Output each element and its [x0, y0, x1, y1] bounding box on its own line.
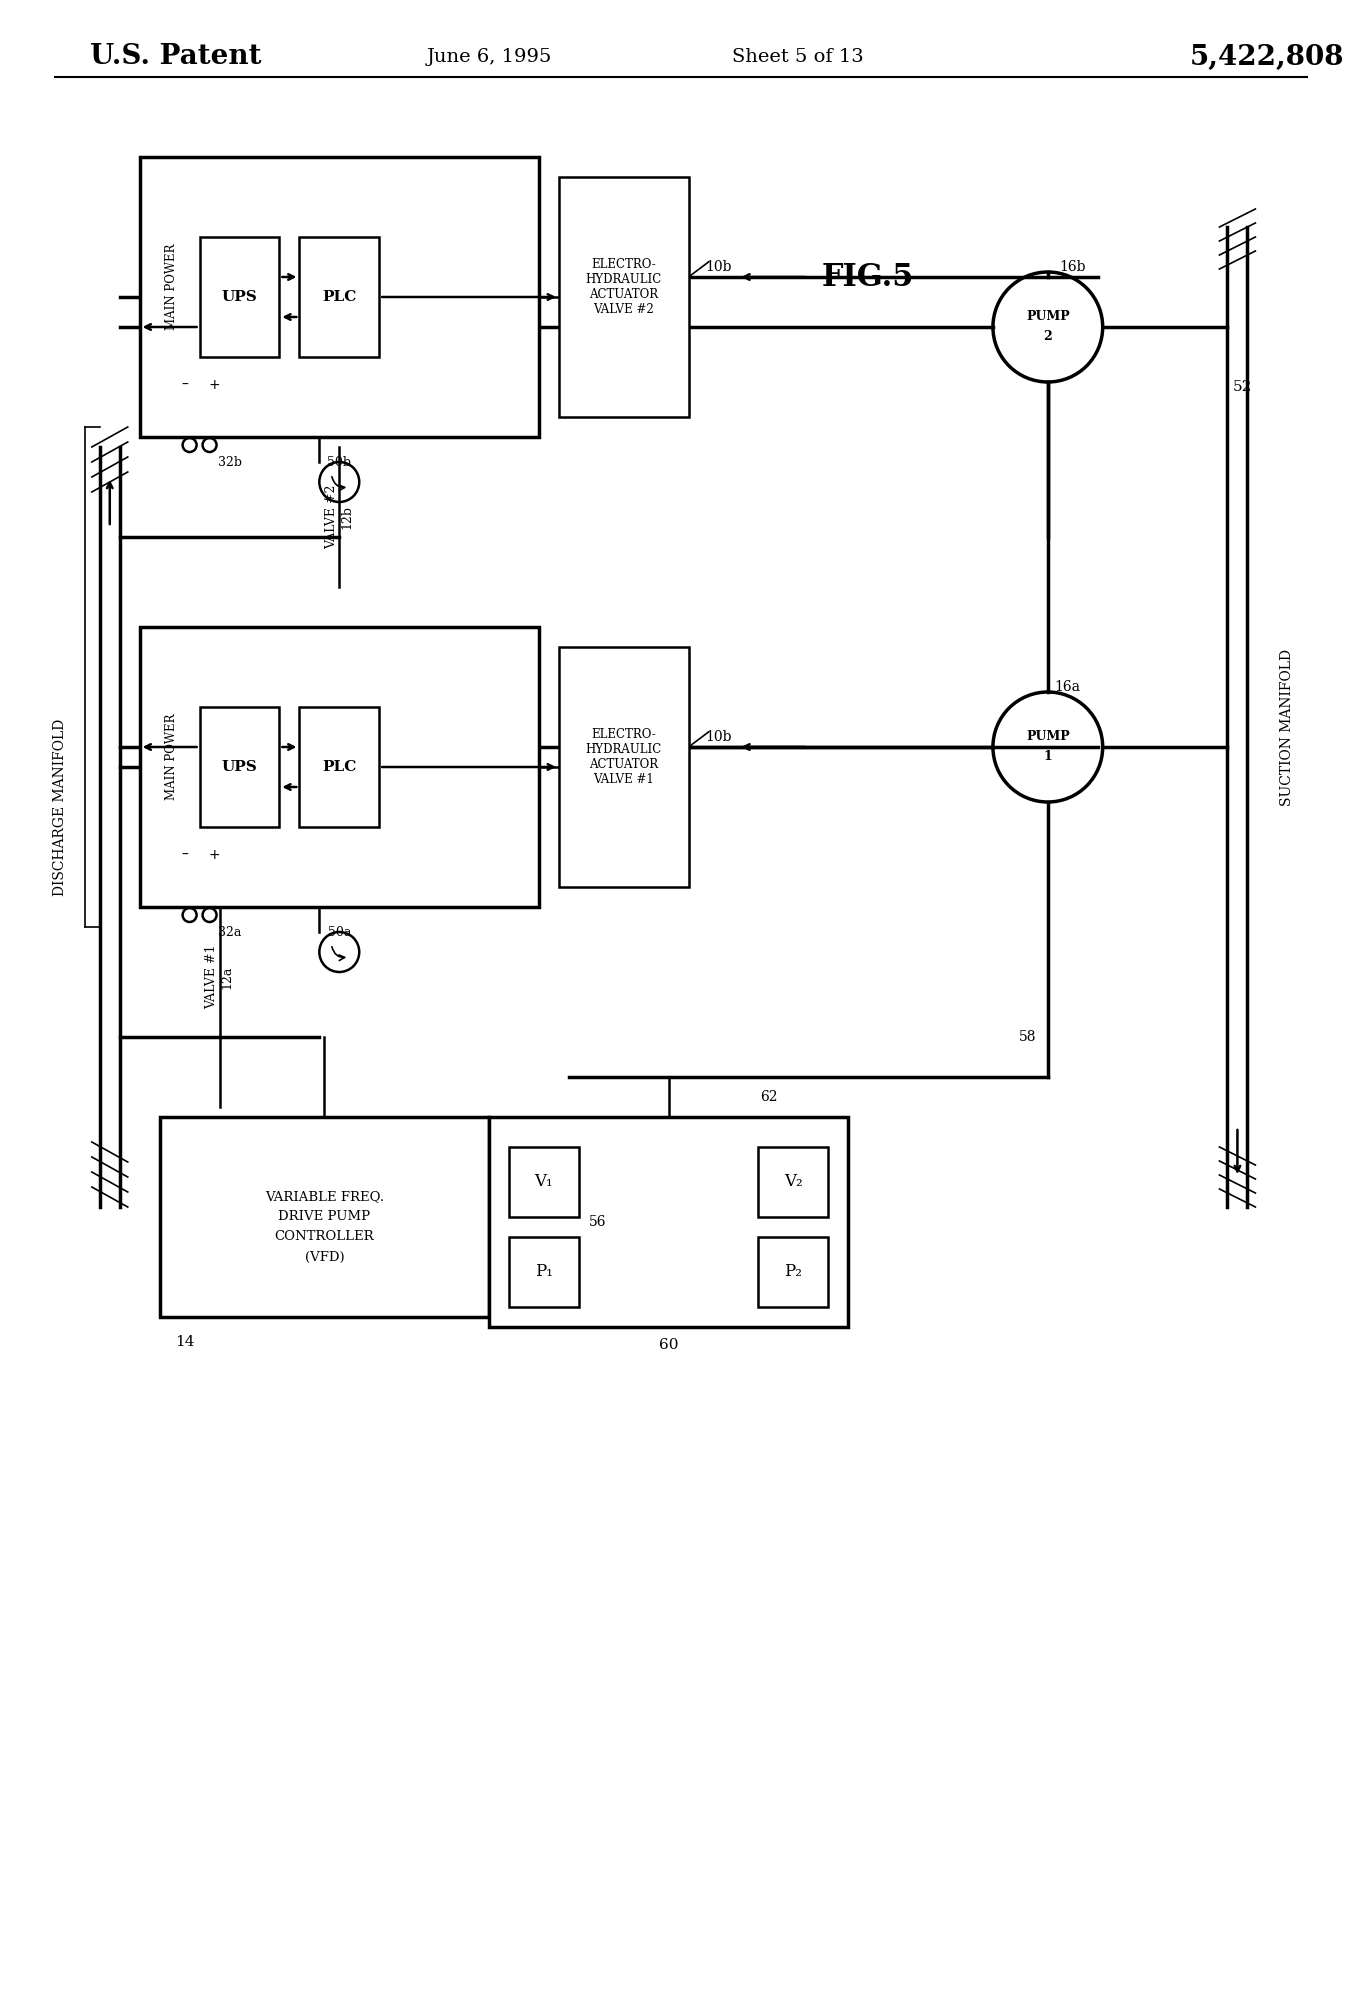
Bar [758, 1146, 828, 1216]
Text: 10b: 10b [705, 261, 732, 275]
Text: P₂: P₂ [784, 1264, 802, 1280]
Text: ELECTRO-
HYDRAULIC
ACTUATOR
VALVE #1: ELECTRO- HYDRAULIC ACTUATOR VALVE #1 [586, 729, 661, 787]
Text: VALVE #1
12a: VALVE #1 12a [205, 945, 234, 1010]
Bar [510, 1146, 579, 1216]
Text: PUMP: PUMP [1026, 731, 1070, 743]
Bar [559, 646, 688, 887]
Text: +: + [209, 849, 220, 861]
Text: –: – [182, 849, 189, 861]
Text: SUCTION MANIFOLD: SUCTION MANIFOLD [1280, 648, 1295, 805]
Text: MAIN POWER: MAIN POWER [165, 714, 178, 801]
Text: (VFD): (VFD) [305, 1250, 344, 1264]
Text: 14: 14 [175, 1335, 194, 1349]
Bar [139, 626, 538, 907]
Text: 50a: 50a [328, 925, 351, 939]
Bar [199, 237, 280, 357]
Text: –: – [182, 377, 189, 391]
Text: 50b: 50b [328, 456, 351, 468]
Bar [160, 1118, 489, 1317]
Text: 16b: 16b [1060, 261, 1086, 275]
Bar [139, 157, 538, 438]
Text: Sheet 5 of 13: Sheet 5 of 13 [732, 48, 865, 66]
Text: PUMP: PUMP [1026, 311, 1070, 323]
Text: UPS: UPS [221, 289, 257, 303]
Text: CONTROLLER: CONTROLLER [275, 1230, 374, 1244]
Text: V₂: V₂ [784, 1174, 803, 1190]
Text: 32a: 32a [217, 925, 242, 939]
Text: 2: 2 [1044, 331, 1052, 343]
Text: ELECTRO-
HYDRAULIC
ACTUATOR
VALVE #2: ELECTRO- HYDRAULIC ACTUATOR VALVE #2 [586, 259, 661, 315]
Text: 62: 62 [759, 1090, 777, 1104]
Text: 54: 54 [150, 869, 169, 883]
Text: 52: 52 [1232, 379, 1253, 393]
Text: VALVE #2
12b: VALVE #2 12b [325, 486, 354, 550]
Text: DRIVE PUMP: DRIVE PUMP [279, 1210, 370, 1224]
Text: UPS: UPS [221, 761, 257, 775]
Bar [199, 706, 280, 827]
Text: 32b: 32b [217, 456, 242, 468]
Text: U.S. Patent: U.S. Patent [90, 44, 261, 70]
Text: June 6, 1995: June 6, 1995 [426, 48, 552, 66]
Text: FIG.5: FIG.5 [822, 261, 914, 293]
Text: DISCHARGE MANIFOLD: DISCHARGE MANIFOLD [53, 719, 67, 895]
Text: 60: 60 [658, 1339, 679, 1353]
Bar [559, 177, 688, 417]
Bar [758, 1236, 828, 1307]
Bar [510, 1236, 579, 1307]
Text: VARIABLE FREQ.: VARIABLE FREQ. [265, 1190, 384, 1204]
Bar [299, 237, 380, 357]
Bar [489, 1118, 848, 1327]
Text: 1: 1 [1044, 751, 1052, 763]
Text: 58: 58 [1019, 1030, 1037, 1044]
Text: +: + [209, 377, 220, 391]
Text: 56: 56 [589, 1214, 607, 1228]
Text: MAIN POWER: MAIN POWER [165, 243, 178, 331]
Text: PLC: PLC [322, 289, 357, 303]
Text: 16a: 16a [1055, 680, 1081, 694]
Text: V₁: V₁ [534, 1174, 553, 1190]
Text: 5,422,808: 5,422,808 [1190, 44, 1344, 70]
Text: P₁: P₁ [535, 1264, 553, 1280]
Text: PLC: PLC [322, 761, 357, 775]
Text: 10b: 10b [705, 731, 732, 745]
Bar [299, 706, 380, 827]
